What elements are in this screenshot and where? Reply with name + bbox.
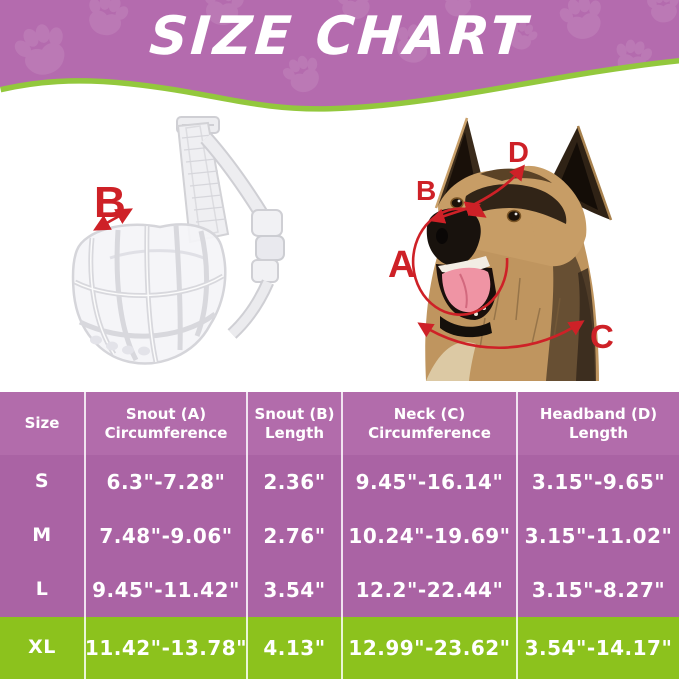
col-header-headband-d: Headband (D) Length: [518, 392, 679, 455]
row-xl-neck-c: 12.99"-23.62": [343, 617, 518, 679]
row-l-neck-c: 12.2"-22.44": [343, 563, 518, 617]
row-s-snout-b: 2.36": [248, 455, 343, 509]
row-xl-size: XL: [0, 617, 86, 679]
measurement-arrow-d: [464, 164, 525, 211]
col-header-neck-c: Neck (C) Circumference: [343, 392, 518, 455]
row-xl-snout-a: 11.42"-13.78": [85, 617, 248, 679]
muzzle-basket: [71, 223, 227, 365]
dog-head-illustration: A B D C: [388, 117, 614, 381]
row-xl-headband-d: 3.54"-14.17": [518, 617, 679, 679]
row-s-size: S: [0, 455, 86, 509]
col-header-snout-a: Snout (A) Circumference: [86, 392, 248, 455]
dog-label-a: A: [388, 244, 415, 286]
muzzle-front-holes: [90, 335, 150, 356]
muzzle-label-b: B: [94, 178, 126, 227]
row-l-headband-d: 3.15"-8.27": [531, 577, 666, 602]
muzzle-side-strap: [200, 133, 285, 339]
row-l-snout-a: 9.45"-11.42": [86, 563, 248, 617]
col-header-snout-b: Snout (B) Length: [248, 392, 343, 455]
row-m-snout-a: 7.48"-9.06": [86, 509, 248, 563]
col-header-size: Size: [0, 392, 86, 455]
row-m-snout-b: 2.76": [248, 509, 343, 563]
muzzle-head-strap: [176, 121, 230, 244]
size-table: Size Snout (A) Circumference Snout (B) L…: [0, 392, 679, 679]
row-s-neck-c: 9.45"-16.14": [343, 455, 518, 509]
row-s-snout-a: 6.3"-7.28": [86, 455, 248, 509]
row-m-size: M: [0, 509, 86, 563]
dog-measurement-annotations: A B D C: [388, 137, 614, 355]
row-l-size: L: [0, 563, 86, 617]
dog-label-d: D: [508, 137, 529, 169]
muzzle-illustration: B: [71, 116, 285, 365]
row-l-snout-b: 3.54": [248, 563, 343, 617]
dog-label-c: C: [590, 318, 614, 355]
row-m-neck-c: 10.24"-19.69": [343, 509, 518, 563]
muzzle-arrow-b: [93, 208, 133, 231]
page-title: SIZE CHART: [147, 6, 532, 67]
header-banner: [0, 0, 679, 112]
row-m-headband-d: 3.15"-11.02": [524, 523, 673, 548]
row-xl-snout-b: 4.13": [248, 617, 343, 679]
row-s-headband-d: 3.15"-9.65": [531, 469, 666, 494]
measurement-arrow-c: [417, 320, 585, 350]
dog-label-b: B: [416, 175, 436, 206]
banner-background: [0, 0, 679, 107]
